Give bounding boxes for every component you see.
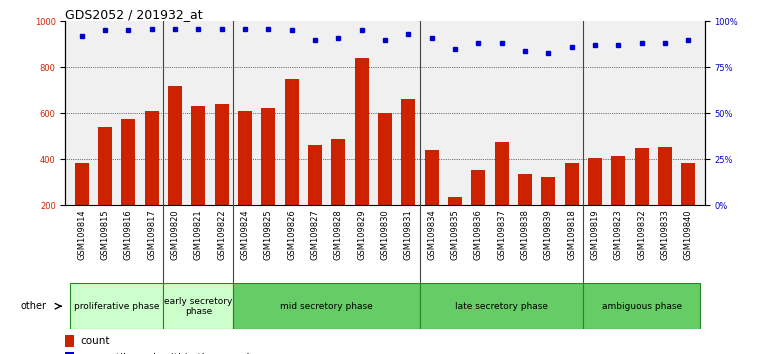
Bar <box>168 86 182 205</box>
Text: GSM109820: GSM109820 <box>171 209 179 260</box>
Text: GSM109828: GSM109828 <box>334 209 343 260</box>
Bar <box>378 113 392 205</box>
Text: GSM109823: GSM109823 <box>614 209 623 260</box>
Bar <box>420 283 583 329</box>
Text: GSM109836: GSM109836 <box>474 209 483 260</box>
Bar <box>681 163 695 205</box>
Text: GSM109827: GSM109827 <box>310 209 320 260</box>
Text: GSM109832: GSM109832 <box>637 209 646 260</box>
Bar <box>163 283 233 329</box>
Text: other: other <box>21 301 47 311</box>
Bar <box>471 170 485 205</box>
Bar <box>494 142 509 205</box>
Bar <box>658 147 672 205</box>
Text: GSM109822: GSM109822 <box>217 209 226 260</box>
Text: GSM109835: GSM109835 <box>450 209 460 260</box>
Bar <box>233 283 420 329</box>
Text: GSM109833: GSM109833 <box>661 209 669 260</box>
Text: GSM109837: GSM109837 <box>497 209 506 260</box>
Text: GSM109815: GSM109815 <box>101 209 109 260</box>
Bar <box>424 150 439 205</box>
Bar <box>331 139 346 205</box>
Text: GSM109818: GSM109818 <box>567 209 576 260</box>
Text: GSM109831: GSM109831 <box>403 209 413 260</box>
Text: GSM109830: GSM109830 <box>380 209 390 260</box>
Text: GSM109825: GSM109825 <box>264 209 273 260</box>
Bar <box>70 283 163 329</box>
Bar <box>355 58 369 205</box>
Bar <box>65 335 74 347</box>
Bar <box>541 177 555 205</box>
Bar <box>192 106 206 205</box>
Bar <box>583 283 700 329</box>
Bar <box>588 158 602 205</box>
Text: GSM109839: GSM109839 <box>544 209 553 260</box>
Text: GDS2052 / 201932_at: GDS2052 / 201932_at <box>65 8 203 21</box>
Bar <box>285 79 299 205</box>
Text: GSM109824: GSM109824 <box>240 209 249 260</box>
Text: ambiguous phase: ambiguous phase <box>601 302 681 311</box>
Text: GSM109826: GSM109826 <box>287 209 296 260</box>
Bar <box>634 148 648 205</box>
Bar <box>448 197 462 205</box>
Bar <box>238 111 252 205</box>
Bar <box>261 108 276 205</box>
Bar <box>75 163 89 205</box>
Bar <box>122 119 136 205</box>
Bar <box>65 352 74 354</box>
Text: GSM109814: GSM109814 <box>77 209 86 260</box>
Text: GSM109821: GSM109821 <box>194 209 203 260</box>
Bar <box>215 104 229 205</box>
Text: early secretory
phase: early secretory phase <box>164 297 233 316</box>
Text: mid secretory phase: mid secretory phase <box>280 302 373 311</box>
Bar <box>145 111 159 205</box>
Text: GSM109817: GSM109817 <box>147 209 156 260</box>
Text: late secretory phase: late secretory phase <box>455 302 548 311</box>
Bar <box>518 174 532 205</box>
Text: GSM109840: GSM109840 <box>684 209 693 260</box>
Bar <box>308 145 322 205</box>
Text: GSM109834: GSM109834 <box>427 209 436 260</box>
Bar <box>564 163 578 205</box>
Text: GSM109816: GSM109816 <box>124 209 133 260</box>
Bar <box>401 99 415 205</box>
Bar <box>98 127 112 205</box>
Text: GSM109838: GSM109838 <box>521 209 530 260</box>
Text: proliferative phase: proliferative phase <box>74 302 159 311</box>
Text: GSM109819: GSM109819 <box>591 209 599 260</box>
Text: GSM109829: GSM109829 <box>357 209 367 260</box>
Text: percentile rank within the sample: percentile rank within the sample <box>80 353 256 354</box>
Text: count: count <box>80 336 109 346</box>
Bar <box>611 156 625 205</box>
